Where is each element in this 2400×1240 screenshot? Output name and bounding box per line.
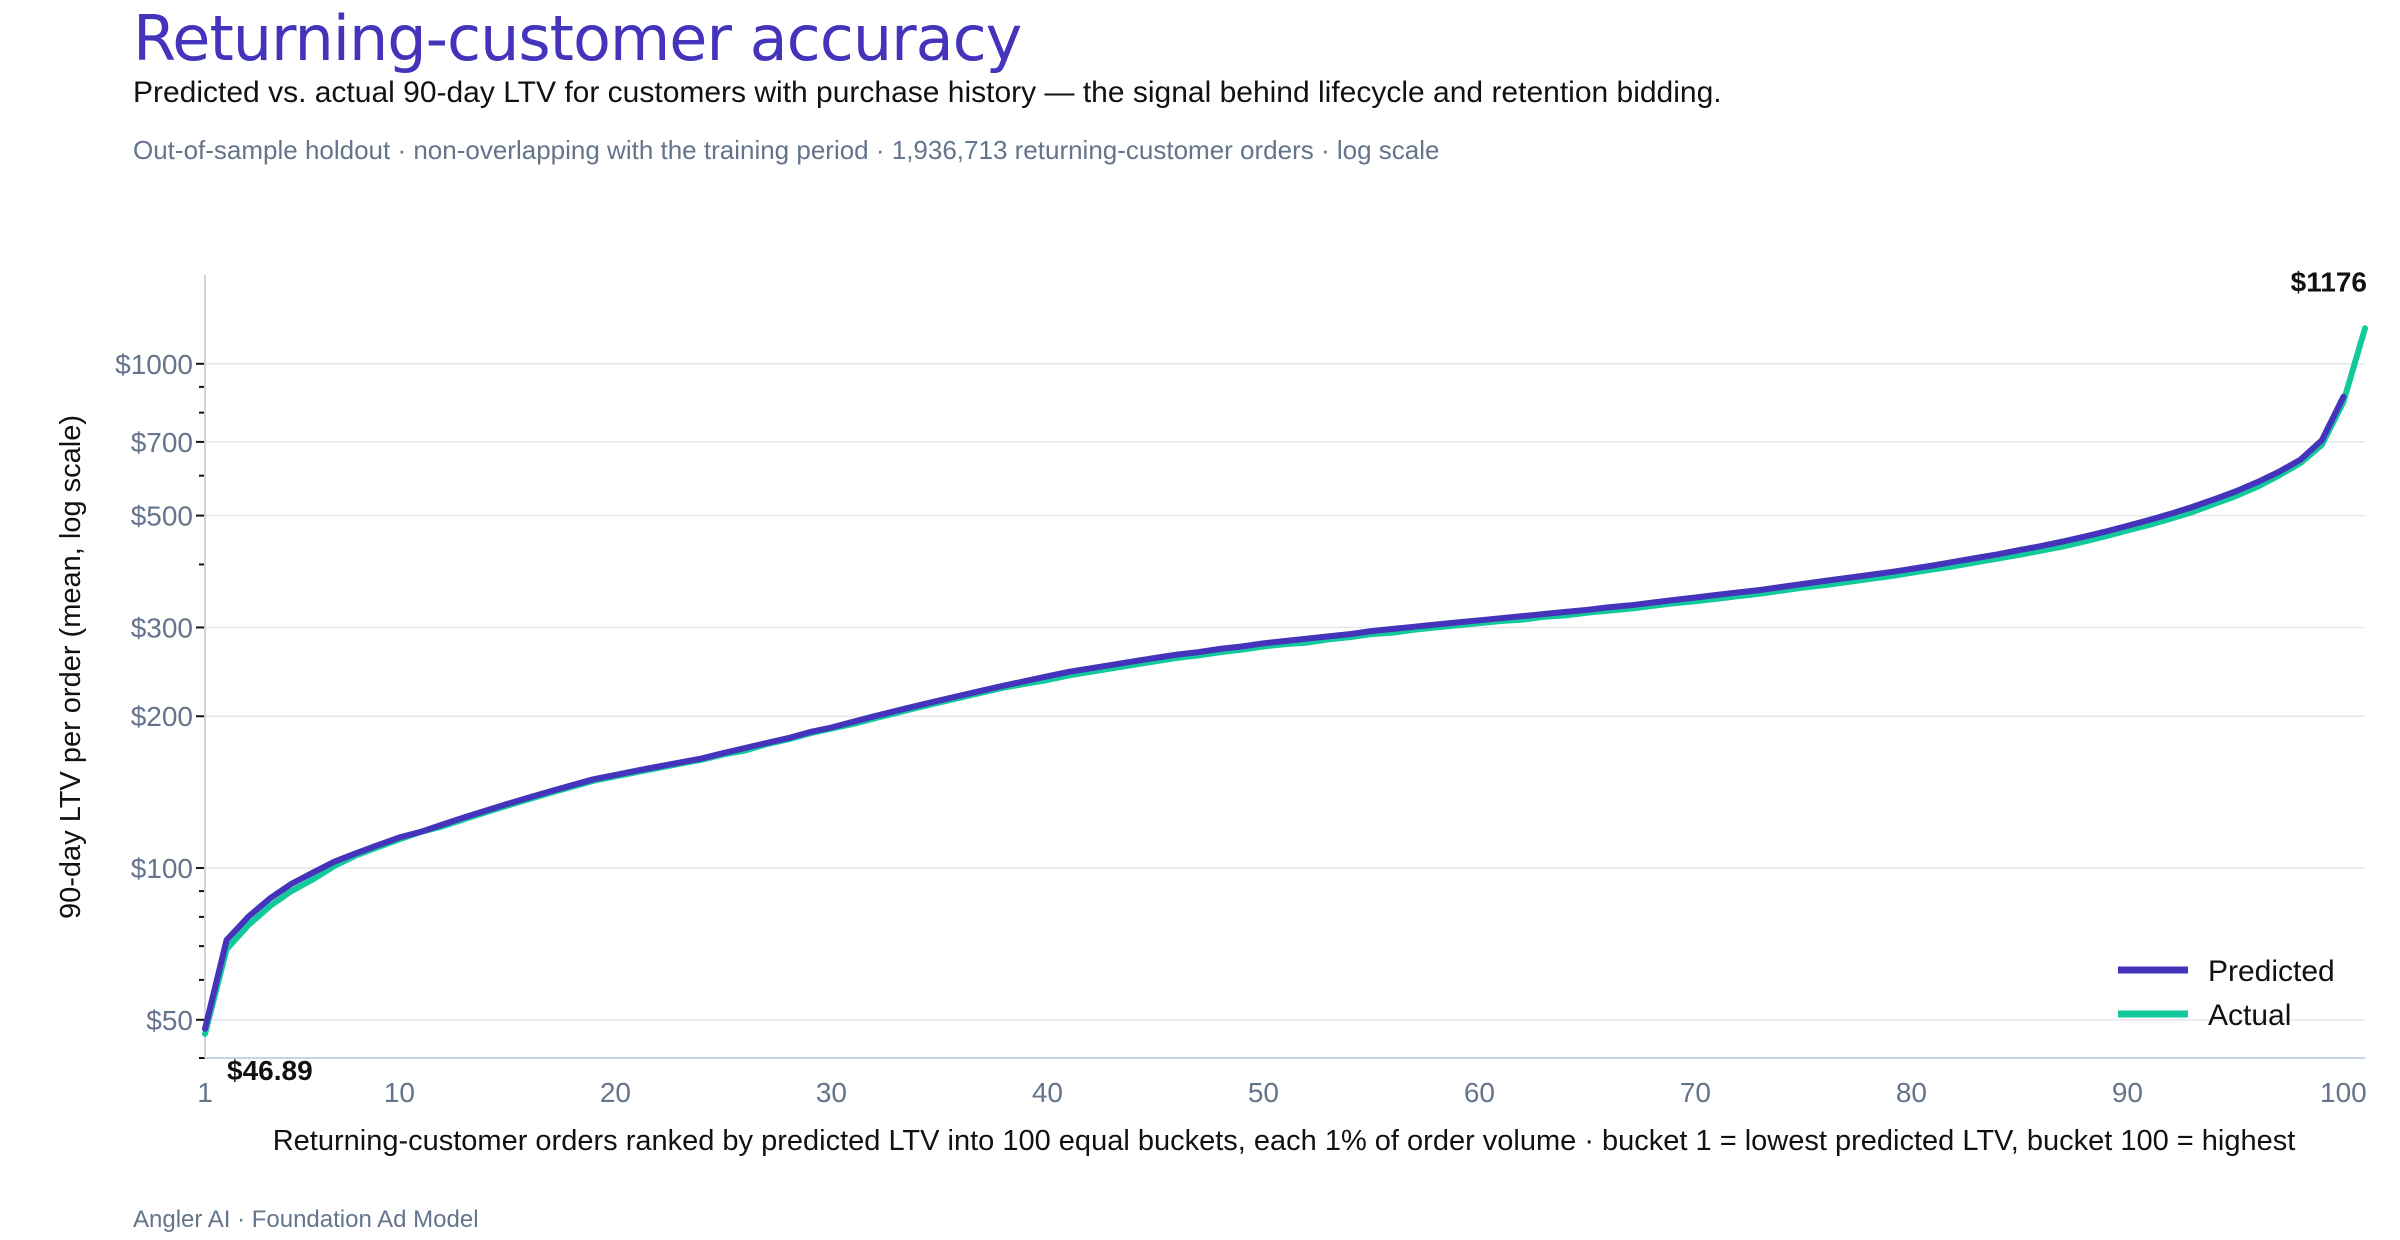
legend-label-predicted: Predicted [2208, 955, 2335, 988]
footer-credit: Angler AI · Foundation Ad Model [133, 1206, 479, 1233]
x-tick-labels: 1 10 20 30 40 50 60 70 80 90 100 [197, 1077, 2367, 1108]
x-axis-title: Returning-customer orders ranked by pred… [273, 1125, 2296, 1157]
y-tick-label: $100 [131, 853, 193, 884]
y-tick-label: $700 [131, 427, 193, 458]
y-axis-title: 90-day LTV per order (mean, log scale) [55, 415, 87, 919]
y-tick-label: $50 [146, 1005, 193, 1036]
x-tick-label: 10 [384, 1077, 415, 1108]
chart-note: Out-of-sample holdout · non-overlapping … [133, 135, 1440, 165]
annotations: $46.89 $1176 [227, 266, 2367, 1086]
x-tick-label: 90 [2112, 1077, 2143, 1108]
axes [204, 275, 2365, 1059]
annotation-max: $1176 [2291, 266, 2367, 297]
y-tick-label: $1000 [115, 349, 193, 380]
x-tick-label: 30 [816, 1077, 847, 1108]
y-tick-labels: $50 $100 $200 $300 $500 $700 $1000 [115, 349, 193, 1036]
series-lines [202, 325, 2368, 1037]
x-tick-label: 50 [1248, 1077, 1279, 1108]
legend-label-actual: Actual [2208, 999, 2291, 1032]
legend: Predicted Actual [2118, 955, 2335, 1032]
x-tick-label: 100 [2320, 1077, 2367, 1108]
x-tick-label: 80 [1896, 1077, 1927, 1108]
x-tick-label: 60 [1464, 1077, 1495, 1108]
grid-lines [196, 362, 2365, 1059]
series-line-predicted [202, 393, 2347, 1032]
page-title: Returning-customer accuracy [133, 2, 1022, 75]
x-tick-label: 70 [1680, 1077, 1711, 1108]
page-subtitle: Predicted vs. actual 90-day LTV for cust… [133, 76, 1722, 109]
x-tick-label: 40 [1032, 1077, 1063, 1108]
y-tick-label: $200 [131, 701, 193, 732]
y-tick-label: $300 [131, 612, 193, 643]
y-tick-label: $500 [131, 501, 193, 532]
x-tick-label: 20 [600, 1077, 631, 1108]
x-tick-label: 1 [197, 1077, 213, 1108]
series-line-actual [202, 325, 2368, 1037]
annotation-min: $46.89 [227, 1055, 313, 1086]
